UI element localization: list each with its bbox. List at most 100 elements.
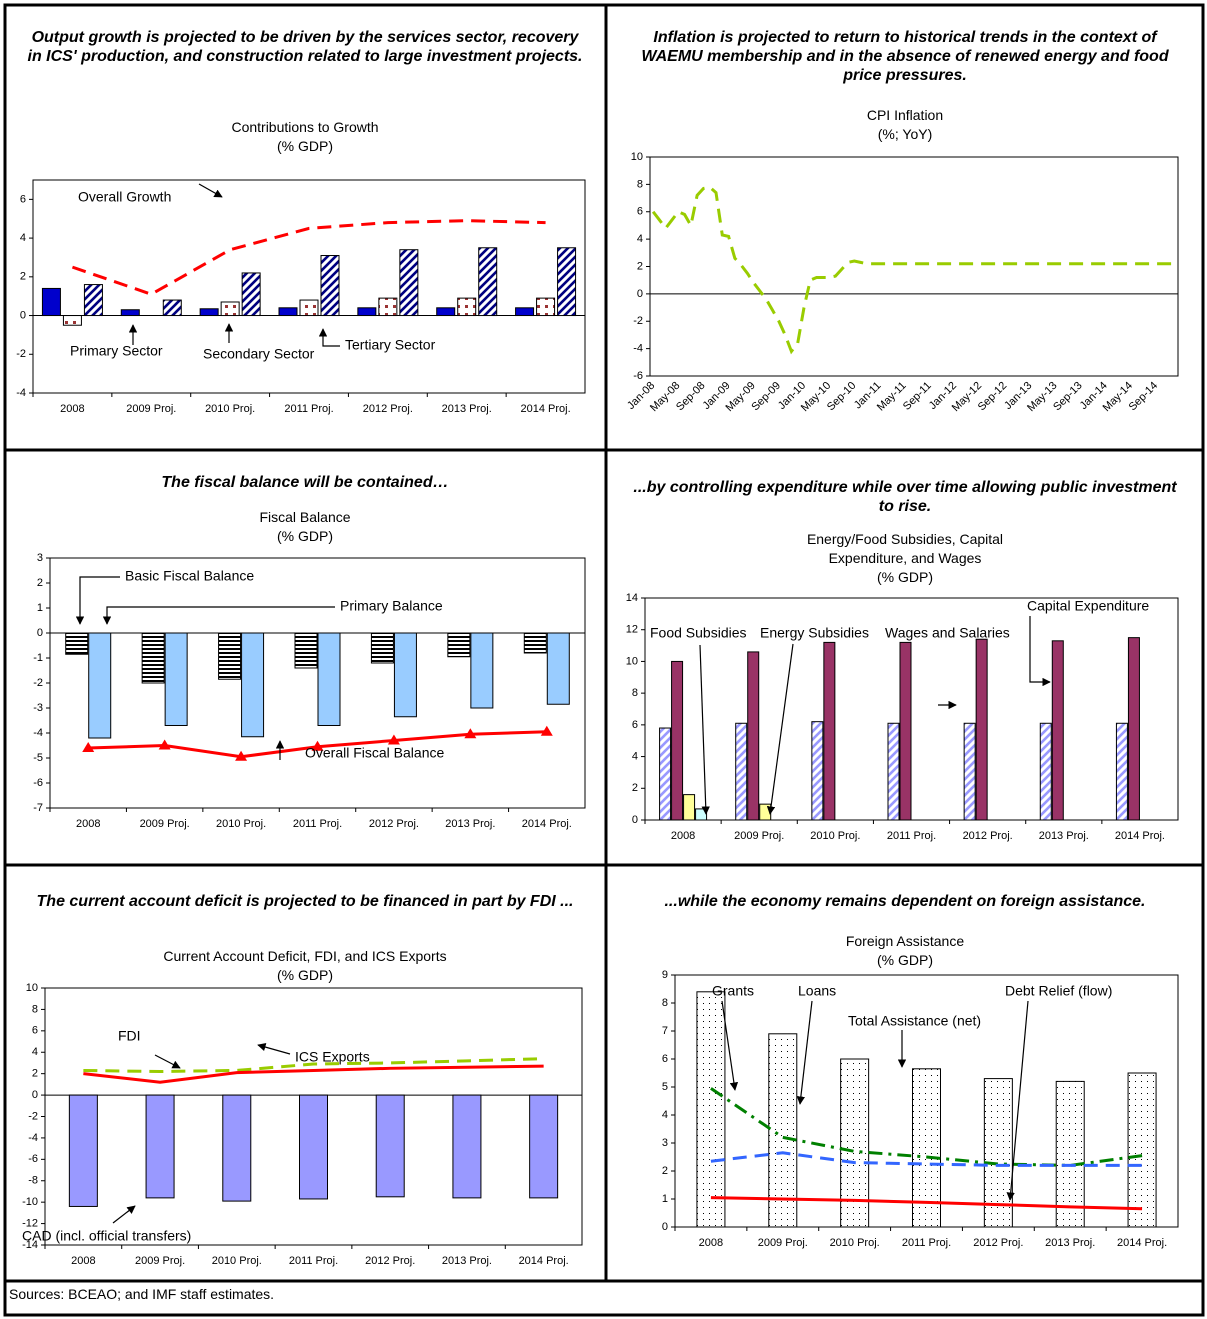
x-tick-label: Sep-09 (749, 380, 783, 414)
bar (320, 255, 340, 317)
annotation-arrow (102, 606, 335, 625)
y-tick-label: 3 (37, 552, 43, 564)
x-tick-label: 2012 Proj. (369, 818, 419, 830)
bar (470, 632, 494, 709)
annotation-arrow (198, 183, 223, 198)
bar (294, 632, 318, 669)
x-tick-label: 2011 Proj. (293, 818, 342, 830)
y-tick-label: 2 (37, 577, 43, 589)
bar (220, 301, 240, 317)
x-tick-label: 2014 Proj. (1117, 1237, 1167, 1249)
x-tick-label: 2008 (71, 1255, 95, 1267)
marker (387, 734, 400, 745)
annotation-arrow (1006, 1000, 1029, 1201)
y-tick-label: -14 (22, 1239, 38, 1251)
x-tick-label: 2014 Proj. (1115, 830, 1165, 842)
marker (235, 750, 248, 761)
line-series (710, 1151, 1143, 1167)
annotation: Primary Sector (70, 343, 163, 359)
y-tick-label: 9 (662, 969, 668, 981)
y-tick-label: 10 (631, 151, 643, 163)
y-tick-label: 14 (626, 592, 638, 604)
x-tick-label: 2008 (671, 830, 695, 842)
x-tick-label: Sep-13 (1051, 380, 1085, 414)
bar (41, 287, 61, 317)
bar (393, 632, 417, 718)
line-series (710, 1196, 1143, 1211)
y-tick-label: 10 (626, 655, 638, 667)
y-tick-label: 0 (632, 814, 638, 826)
chart-title: Contributions to Growth (231, 119, 379, 135)
x-tick-label: Sep-11 (901, 380, 934, 413)
frame (3, 3, 1205, 1317)
bar (546, 632, 570, 705)
chart-title: Foreign Assistance (845, 933, 965, 949)
x-tick-label: Sep-12 (976, 380, 1010, 414)
y-tick-label: -2 (633, 315, 643, 327)
bar (899, 641, 912, 821)
y-tick-label: -7 (33, 802, 43, 814)
marker (540, 725, 553, 736)
bar (222, 1094, 252, 1202)
chart-subtitle: (% GDP) (277, 967, 333, 983)
bar (317, 632, 341, 726)
bar (811, 721, 824, 821)
annotation-arrow (796, 1000, 813, 1105)
y-tick-label: 10 (26, 982, 38, 994)
annotation-arrow (699, 644, 710, 815)
bar (436, 307, 456, 317)
x-tick-label: 2009 Proj. (734, 830, 784, 842)
headline: Inflation is projected to return to hist… (641, 29, 1169, 84)
y-tick-label: 6 (662, 1053, 668, 1065)
bar (557, 247, 577, 317)
y-tick-label: 6 (637, 206, 643, 218)
annotation: Capital Expenditure (1027, 598, 1149, 614)
bar (357, 307, 377, 317)
y-tick-label: -6 (633, 370, 643, 382)
x-tick-label: 2008 (76, 818, 100, 830)
bar (515, 307, 535, 317)
bar (278, 307, 298, 317)
x-tick-label: 2013 Proj. (442, 1255, 492, 1267)
headline: ...while the economy remains dependent o… (664, 893, 1146, 910)
annotation: Grants (712, 983, 754, 999)
chart-title: Fiscal Balance (259, 509, 351, 525)
y-tick-label: -3 (33, 702, 43, 714)
bar (370, 632, 394, 664)
annotation: Wages and Salaries (885, 625, 1010, 641)
bar (447, 632, 471, 658)
chart-subtitle: (%; YoY) (877, 126, 933, 142)
bar (963, 722, 976, 821)
y-tick-label: 8 (32, 1003, 38, 1015)
bar (1051, 640, 1064, 821)
sources: Sources: BCEAO; and IMF staff estimates. (9, 1286, 275, 1302)
bar (1115, 722, 1128, 821)
x-tick-label: 2009 Proj. (126, 403, 176, 415)
x-tick-label: 2014 Proj. (519, 1255, 569, 1267)
bar (378, 297, 398, 317)
bar (975, 638, 988, 821)
x-tick-label: 2009 Proj. (140, 818, 190, 830)
x-tick-label: 2010 Proj. (216, 818, 266, 830)
y-tick-label: -2 (16, 348, 26, 360)
chart-title: CPI Inflation (866, 107, 944, 123)
y-tick-label: 6 (20, 193, 26, 205)
bar (983, 1078, 1013, 1228)
x-tick-label: 2011 Proj. (289, 1255, 338, 1267)
y-tick-label: 7 (662, 1025, 668, 1037)
annotation: FDI (118, 1028, 141, 1044)
bar (120, 309, 140, 317)
y-tick-label: 8 (637, 178, 643, 190)
annotation-arrow (75, 576, 120, 625)
annotation-arrow (1029, 616, 1051, 687)
bar (659, 727, 672, 821)
bar (457, 297, 477, 317)
bar (529, 1094, 559, 1199)
annotation-arrow (112, 1205, 136, 1224)
annotation-arrow (766, 643, 794, 815)
y-tick-label: 2 (20, 271, 26, 283)
annotation: Total Assistance (net) (848, 1013, 981, 1029)
line-series (83, 1057, 544, 1074)
